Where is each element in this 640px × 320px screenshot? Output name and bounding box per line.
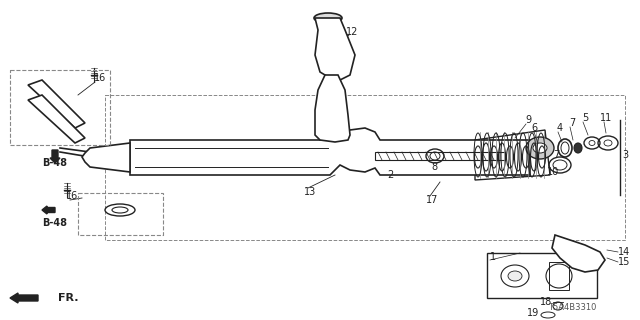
Text: 6: 6 xyxy=(531,123,537,133)
Bar xyxy=(105,95,625,240)
Ellipse shape xyxy=(508,271,522,281)
Polygon shape xyxy=(315,18,355,80)
Polygon shape xyxy=(82,143,130,172)
Bar xyxy=(549,262,569,290)
Text: 7: 7 xyxy=(569,118,575,128)
Text: 8: 8 xyxy=(431,162,437,172)
Text: FR.: FR. xyxy=(58,293,79,303)
Polygon shape xyxy=(552,235,605,272)
Bar xyxy=(375,152,505,160)
Text: 16: 16 xyxy=(66,191,78,201)
Polygon shape xyxy=(315,75,350,142)
Bar xyxy=(487,253,597,298)
FancyArrow shape xyxy=(42,206,55,214)
Polygon shape xyxy=(475,130,550,180)
Text: B-48: B-48 xyxy=(42,158,67,168)
Text: 5: 5 xyxy=(582,113,588,123)
Ellipse shape xyxy=(526,137,554,159)
Polygon shape xyxy=(28,95,85,143)
Text: 16: 16 xyxy=(94,73,106,83)
Text: 4: 4 xyxy=(557,123,563,133)
Ellipse shape xyxy=(314,13,342,23)
Text: 14: 14 xyxy=(618,247,630,257)
Text: 11: 11 xyxy=(600,113,612,123)
FancyArrow shape xyxy=(10,293,38,303)
Text: 1: 1 xyxy=(490,252,496,262)
Bar xyxy=(10,70,110,145)
Ellipse shape xyxy=(533,143,547,153)
Text: 12: 12 xyxy=(346,27,358,37)
Text: 15: 15 xyxy=(618,257,630,267)
Text: 19: 19 xyxy=(527,308,539,318)
Text: 17: 17 xyxy=(426,195,438,205)
Text: 2: 2 xyxy=(387,170,393,180)
Polygon shape xyxy=(130,128,530,175)
Polygon shape xyxy=(28,80,85,128)
Text: 13: 13 xyxy=(304,187,316,197)
Text: B-48: B-48 xyxy=(42,218,67,228)
Ellipse shape xyxy=(574,143,582,153)
Text: T5A4B3310: T5A4B3310 xyxy=(548,303,596,313)
FancyArrow shape xyxy=(50,150,60,163)
Text: 18: 18 xyxy=(540,297,552,307)
Text: 10: 10 xyxy=(547,167,559,177)
Bar xyxy=(78,193,163,235)
Text: 3: 3 xyxy=(622,150,628,160)
Text: 7: 7 xyxy=(553,150,559,160)
Text: 9: 9 xyxy=(525,115,531,125)
